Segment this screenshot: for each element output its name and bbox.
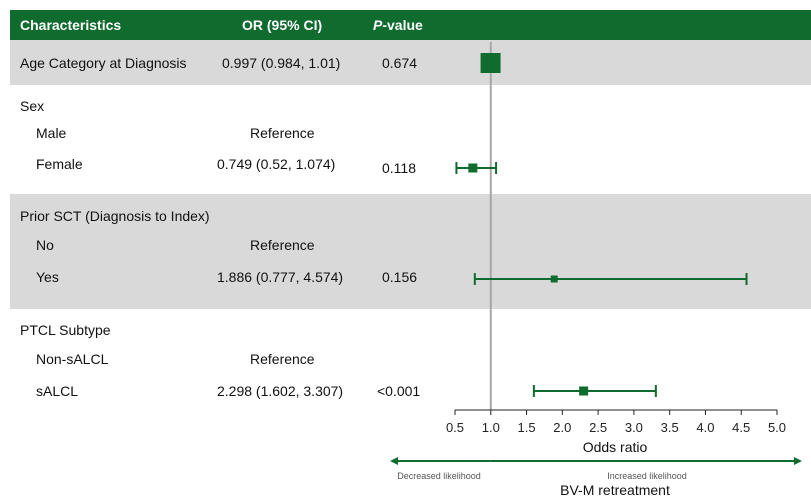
forest-point [532,385,657,397]
row-label-no: No [36,237,54,253]
x-tick-label: 4.0 [696,420,714,435]
row-band-prior-sct [10,194,811,309]
header-p-italic: P [373,17,383,33]
or-marker [579,386,589,396]
x-tick-label: 2.0 [553,420,571,435]
row-p-salcl: <0.001 [377,383,421,399]
header-p-rest: -value [382,17,423,33]
forest-point [455,162,498,174]
row-label-age: Age Category at Diagnosis [20,55,187,71]
x-tick-label: 1.5 [518,420,536,435]
or-marker [480,53,501,73]
row-p-age: 0.674 [382,55,418,71]
row-label-male: Male [36,125,67,141]
x-tick-label: 0.5 [446,420,464,435]
or-marker [468,163,478,173]
row-band-age [10,40,811,85]
x-tick-label: 2.5 [589,420,607,435]
table-header: Characteristics OR (95% CI) P-value [10,10,811,40]
x-tick-label: 5.0 [768,420,786,435]
row-label-salcl: sALCL [36,383,79,399]
x-tick-label: 1.0 [482,420,500,435]
or-marker [550,275,558,283]
row-or-yes: 1.886 (0.777, 4.574) [217,269,344,285]
forest-point [480,53,501,73]
row-or-female: 0.749 (0.52, 1.074) [217,156,336,172]
row-label-sex: Sex [20,98,45,114]
x-tick-label: 3.0 [625,420,643,435]
forest-points [455,53,748,397]
row-p-female: 0.118 [382,160,416,176]
outcome-label: BV-M retreatment [560,482,670,498]
row-label-prior-sct: Prior SCT (Diagnosis to Index) [20,208,210,224]
x-axis-ticks: 0.5 1.0 1.5 2.0 2.5 3.0 3.5 4.0 4.5 5.0 [446,410,786,435]
row-label-female: Female [36,156,83,172]
row-label-yes: Yes [36,269,59,285]
row-or-male: Reference [250,125,315,141]
x-tick-label: 4.5 [732,420,750,435]
x-axis-label: Odds ratio [583,439,648,455]
x-tick-label: 3.5 [661,420,679,435]
row-or-age: 0.997 (0.984, 1.01) [222,55,341,71]
header-or-ci: OR (95% CI) [242,17,323,33]
row-or-no: Reference [250,237,315,253]
decreased-likelihood-label: Decreased likelihood [397,471,481,481]
row-label-non-salcl: Non-sALCL [36,351,109,367]
row-or-non-salcl: Reference [250,351,315,367]
header-characteristics: Characteristics [20,17,122,33]
row-p-yes: 0.156 [382,269,418,285]
row-or-salcl: 2.298 (1.602, 3.307) [217,383,344,399]
row-label-ptcl-subtype: PTCL Subtype [20,322,111,338]
increased-likelihood-label: Increased likelihood [607,471,687,481]
header-p-value: P-value [373,17,423,33]
forest-point [473,273,748,285]
